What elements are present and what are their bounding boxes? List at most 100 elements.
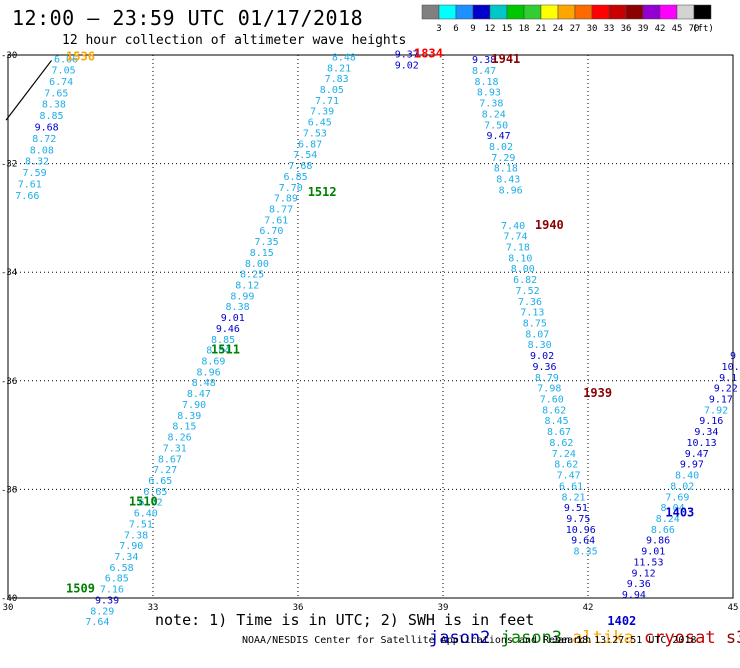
wave-height-value: 7.34 <box>114 552 138 563</box>
wave-height-value: 9.86 <box>646 536 670 547</box>
wave-height-value: 7.60 <box>540 395 564 406</box>
legend-jason3: jason3 <box>500 628 563 648</box>
pass-time-label: 1834 <box>414 47 443 61</box>
wave-height-value: 7.35 <box>255 237 279 248</box>
wave-height-value: 7.16 <box>100 585 124 596</box>
chart-subtitle: 12 hour collection of altimeter wave hei… <box>62 33 407 48</box>
wave-height-value: 9.16 <box>699 416 723 427</box>
wave-height-value: 7.47 <box>557 471 581 482</box>
wave-height-value: 8.72 <box>32 134 56 145</box>
wave-height-value: 8.29 <box>90 606 114 617</box>
pass-time-label: 1941 <box>491 52 520 66</box>
y-tick-label: -30 <box>1 51 17 61</box>
colorbar-tick-label: 36 <box>621 24 632 34</box>
pass-time-label: 1512 <box>308 185 337 199</box>
colorbar-tick-label: 33 <box>604 24 615 34</box>
wave-height-value: 8.85 <box>211 335 235 346</box>
pass-time-label: 1403 <box>665 506 694 520</box>
wave-height-value: 8.18 <box>494 164 518 175</box>
wave-height-value: 8.93 <box>477 88 501 99</box>
wave-height-value: 7.92 <box>704 405 728 416</box>
wave-height-value: 8.30 <box>528 340 552 351</box>
wave-height-value: 8.02 <box>489 142 513 153</box>
wave-height-value: 8.00 <box>511 264 535 275</box>
x-tick-label: 36 <box>293 603 304 613</box>
colorbar-tick-label: 70 <box>689 24 700 34</box>
wave-height-value: 8.32 <box>25 157 49 168</box>
pass-time-label: 1510 <box>129 495 158 509</box>
wave-height-value: 8.62 <box>554 460 578 471</box>
wave-height-value: 6.74 <box>49 77 73 88</box>
wave-height-value: 8.12 <box>235 280 259 291</box>
y-tick-label: -34 <box>1 268 17 278</box>
wave-height-value: 9.12 <box>632 568 656 579</box>
wave-height-value: 9.47 <box>487 131 511 142</box>
wave-height-value: 8.67 <box>158 454 182 465</box>
colorbar-tick-label: 18 <box>519 24 530 34</box>
wave-height-value: 7.40 <box>501 221 525 232</box>
wave-height-value: 7.69 <box>665 492 689 503</box>
wave-height-value: 7.24 <box>552 449 576 460</box>
wave-height-value: 6.70 <box>259 226 283 237</box>
satellite-legend: jason2 jason3 altika cryosat s3a <box>388 608 740 668</box>
wave-height-value: 8.21 <box>327 63 351 74</box>
wave-height-value: 8.75 <box>523 319 547 330</box>
pass-time-label: 1939 <box>583 386 612 400</box>
pass-time-label: 1940 <box>535 218 564 232</box>
wave-height-value: 9.01 <box>641 547 665 558</box>
y-tick-label: -32 <box>1 160 17 170</box>
wave-height-value: 6.58 <box>110 563 134 574</box>
wave-height-value: 9.37 <box>395 50 419 61</box>
wave-height-value: 7.61 <box>264 215 288 226</box>
y-tick-label: -40 <box>1 594 17 604</box>
colorbar-tick-label: 39 <box>638 24 649 34</box>
wave-height-value: 6.65 <box>143 487 167 498</box>
wave-height-value: 7.70 <box>279 183 303 194</box>
wave-height-value: 7.38 <box>124 530 148 541</box>
wave-height-value: 9.68 <box>35 122 59 133</box>
wave-height-value: 8.38 <box>226 302 250 313</box>
colorbar-tick-label: 3 <box>436 24 441 34</box>
wave-height-value: 8.39 <box>177 411 201 422</box>
wave-height-value: 9.47 <box>685 449 709 460</box>
wave-height-value: 8.00 <box>245 259 269 270</box>
wave-height-value: 7.05 <box>52 65 76 76</box>
wave-height-value: 8.79 <box>535 373 559 384</box>
colorbar-tick-label: 9 <box>470 24 475 34</box>
wave-height-value: 8.67 <box>547 427 571 438</box>
wave-height-value: 7.90 <box>119 541 143 552</box>
wave-height-value: 8.84 <box>206 346 230 357</box>
colorbar-tick-label: 45 <box>672 24 683 34</box>
wave-height-value: 8.26 <box>168 433 192 444</box>
wave-height-value: 7.18 <box>506 242 530 253</box>
wave-height-value: 8.35 <box>574 547 598 558</box>
wave-height-value: 6.87 <box>298 139 322 150</box>
colorbar-unit: (ft) <box>692 24 714 34</box>
wave-height-value: 7.71 <box>315 96 339 107</box>
wave-height-value: 8.25 <box>240 270 264 281</box>
credit-text: NOAA/NESDIS Center for Satellite Applica… <box>242 635 592 646</box>
wave-height-value: 7.38 <box>479 99 503 110</box>
wave-height-value: 7.13 <box>520 308 544 319</box>
wave-height-value: 8.48 <box>192 378 216 389</box>
wave-height-value: 7.66 <box>15 191 39 202</box>
wave-height-value: 9.17 <box>709 395 733 406</box>
wave-height-value: 7.27 <box>153 465 177 476</box>
colorbar-tick-label: 15 <box>502 24 513 34</box>
wave-height-value: 6.82 <box>513 275 537 286</box>
wave-height-value: 7.61 <box>18 179 42 190</box>
legend-jason2: jason2 <box>428 628 491 648</box>
wave-height-value: 9.36 <box>627 579 651 590</box>
wave-height-value: 8.66 <box>651 525 675 536</box>
wave-height-value: 9.94 <box>622 590 646 601</box>
wave-height-value: 7.68 <box>288 161 312 172</box>
timestamp-text: Jan 18 13:27:51 UTC 2018 <box>552 635 697 646</box>
colorbar-tick-label: 24 <box>553 24 564 34</box>
wave-height-value: 9.39 <box>95 595 119 606</box>
wave-height-value: 8.40 <box>675 471 699 482</box>
wave-height-value: 8.18 <box>474 77 498 88</box>
wave-height-value: 10. <box>722 362 740 373</box>
y-tick-label: -38 <box>1 485 17 495</box>
colorbar-tick-label: 12 <box>485 24 496 34</box>
wave-height-value: 8.10 <box>508 253 532 264</box>
